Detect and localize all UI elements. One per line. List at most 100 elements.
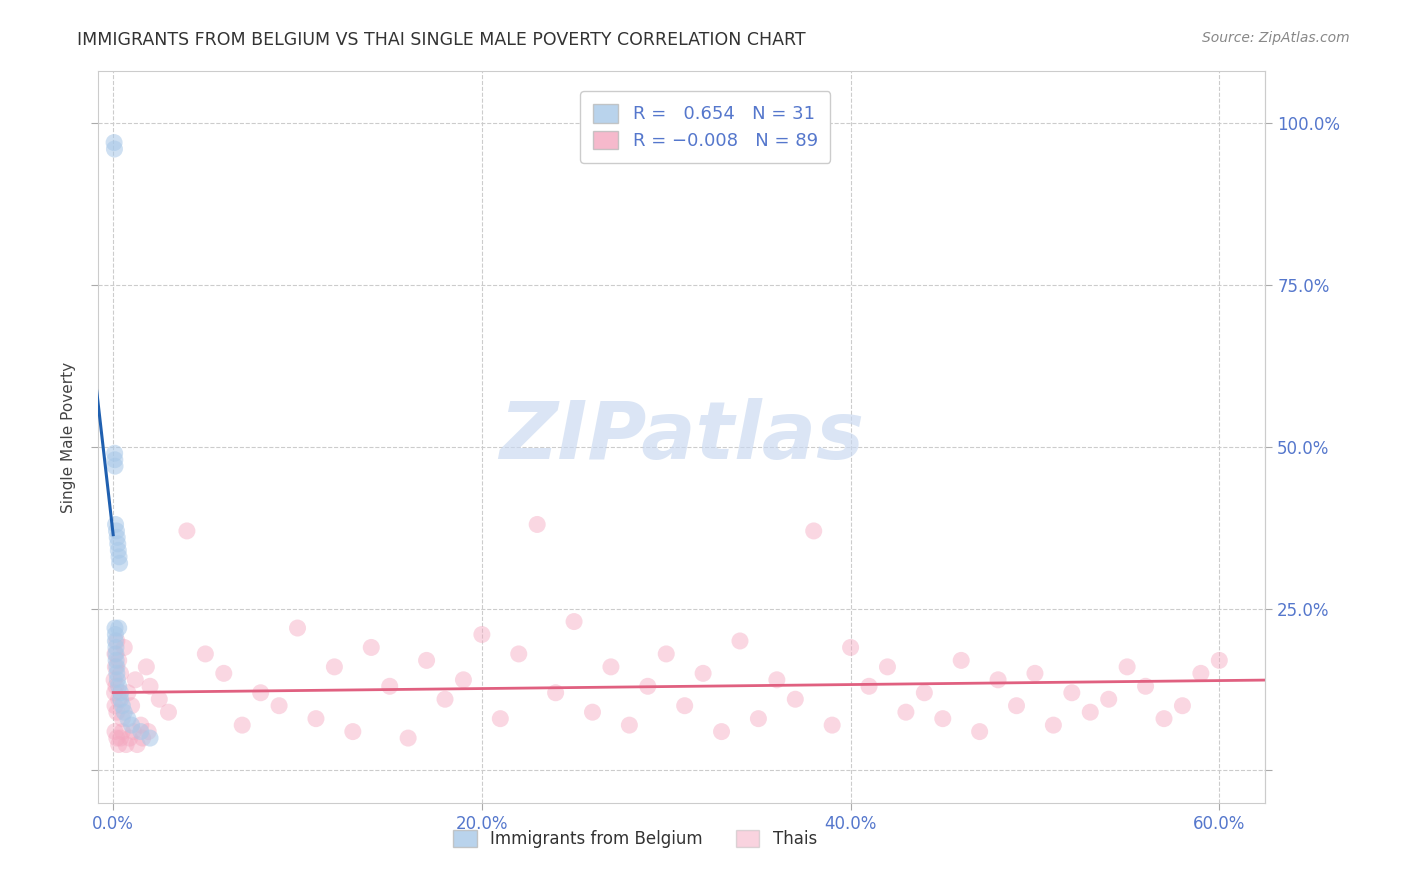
Point — [107, 673, 129, 687]
Point — [1153, 712, 1175, 726]
Point — [858, 679, 880, 693]
Point — [415, 653, 437, 667]
Point — [136, 724, 159, 739]
Point — [112, 705, 135, 719]
Point — [526, 517, 548, 532]
Point — [129, 724, 152, 739]
Point — [1060, 686, 1083, 700]
Point — [194, 647, 217, 661]
Point — [105, 705, 128, 719]
Point — [212, 666, 235, 681]
Point — [894, 705, 917, 719]
Point — [107, 679, 129, 693]
Point — [104, 634, 127, 648]
Point — [104, 452, 127, 467]
Point — [176, 524, 198, 538]
Y-axis label: Single Male Poverty: Single Male Poverty — [60, 361, 76, 513]
Point — [103, 673, 125, 687]
Point — [562, 615, 585, 629]
Point — [600, 660, 623, 674]
Point — [876, 660, 898, 674]
Point — [117, 712, 139, 726]
Point — [118, 731, 141, 745]
Point — [508, 647, 530, 661]
Point — [135, 660, 157, 674]
Point — [821, 718, 844, 732]
Point — [105, 634, 128, 648]
Point — [124, 673, 146, 687]
Point — [1116, 660, 1139, 674]
Point — [785, 692, 807, 706]
Point — [104, 647, 127, 661]
Point — [103, 142, 125, 156]
Point — [121, 718, 143, 732]
Point — [396, 731, 419, 745]
Point — [267, 698, 290, 713]
Point — [803, 524, 825, 538]
Point — [969, 724, 991, 739]
Legend: Immigrants from Belgium, Thais: Immigrants from Belgium, Thais — [446, 822, 825, 856]
Point — [139, 731, 162, 745]
Point — [932, 712, 955, 726]
Point — [323, 660, 346, 674]
Text: ZIPatlas: ZIPatlas — [499, 398, 865, 476]
Point — [115, 738, 138, 752]
Point — [105, 653, 128, 667]
Point — [249, 686, 271, 700]
Point — [107, 537, 129, 551]
Point — [710, 724, 733, 739]
Point — [131, 731, 153, 745]
Point — [127, 738, 149, 752]
Point — [1135, 679, 1157, 693]
Point — [747, 712, 769, 726]
Point — [111, 724, 134, 739]
Text: IMMIGRANTS FROM BELGIUM VS THAI SINGLE MALE POVERTY CORRELATION CHART: IMMIGRANTS FROM BELGIUM VS THAI SINGLE M… — [77, 31, 806, 49]
Point — [1208, 653, 1230, 667]
Point — [1042, 718, 1064, 732]
Point — [104, 647, 127, 661]
Point — [544, 686, 567, 700]
Point — [104, 459, 127, 474]
Point — [1098, 692, 1121, 706]
Point — [637, 679, 659, 693]
Point — [111, 698, 134, 713]
Point — [111, 712, 134, 726]
Point — [105, 530, 128, 544]
Point — [108, 557, 131, 571]
Point — [1189, 666, 1212, 681]
Point — [105, 666, 128, 681]
Point — [342, 724, 364, 739]
Point — [912, 686, 935, 700]
Point — [105, 731, 128, 745]
Point — [105, 524, 128, 538]
Point — [107, 653, 129, 667]
Point — [104, 724, 127, 739]
Point — [104, 698, 127, 713]
Point — [581, 705, 603, 719]
Point — [489, 712, 512, 726]
Point — [107, 543, 129, 558]
Point — [453, 673, 475, 687]
Point — [104, 640, 127, 655]
Point — [107, 621, 129, 635]
Point — [287, 621, 309, 635]
Point — [157, 705, 180, 719]
Point — [105, 660, 128, 674]
Point — [110, 692, 132, 706]
Point — [110, 666, 132, 681]
Point — [673, 698, 696, 713]
Point — [104, 446, 127, 460]
Point — [692, 666, 714, 681]
Point — [728, 634, 751, 648]
Point — [655, 647, 678, 661]
Point — [231, 718, 253, 732]
Point — [148, 692, 170, 706]
Point — [104, 627, 127, 641]
Point — [305, 712, 328, 726]
Point — [434, 692, 457, 706]
Point — [104, 517, 127, 532]
Point — [104, 679, 127, 693]
Point — [1078, 705, 1101, 719]
Point — [104, 621, 127, 635]
Point — [112, 640, 135, 655]
